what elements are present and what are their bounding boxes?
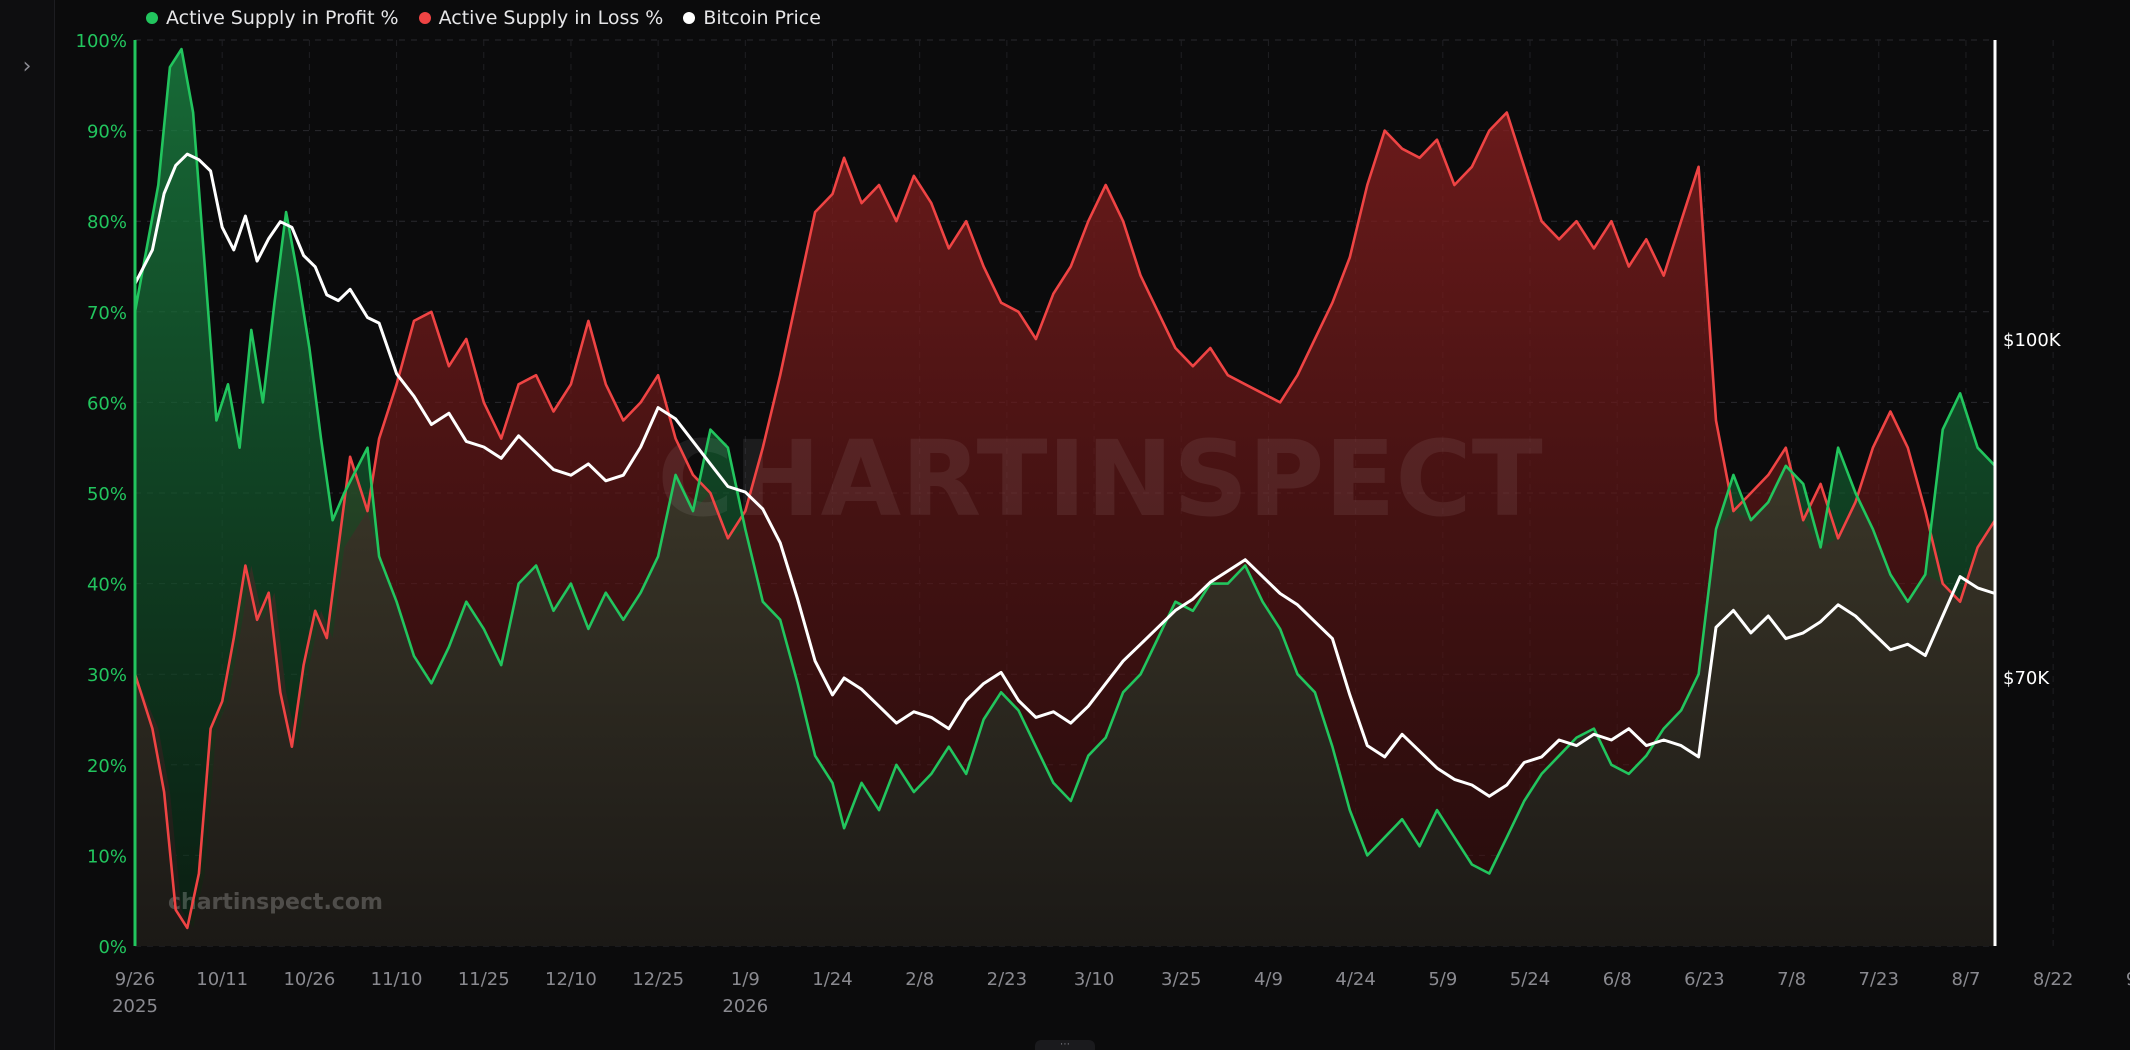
x-tick-label: 5/9 — [1428, 969, 1457, 990]
profit-line — [133, 47, 1996, 875]
legend-label-profit: Active Supply in Profit % — [166, 7, 399, 29]
legend-item-price[interactable]: Bitcoin Price — [683, 7, 821, 29]
legend-label-loss: Active Supply in Loss % — [438, 7, 664, 29]
x-tick-label: 11/25 — [458, 969, 510, 990]
x-tick-label: 8/22 — [2033, 969, 2073, 990]
y-tick-label: 80% — [87, 212, 127, 233]
legend-dot-loss — [418, 12, 431, 24]
x-tick-label: 4/24 — [1335, 969, 1375, 990]
x-tick-label: 3/10 — [1074, 969, 1114, 990]
x-tick-label: 7/23 — [1859, 969, 1899, 990]
x-year-label: 2026 — [722, 996, 768, 1017]
x-tick-label: 2/23 — [987, 969, 1027, 990]
legend-item-profit[interactable]: Active Supply in Profit % — [146, 7, 399, 29]
y-tick-label: 90% — [87, 122, 127, 143]
x-tick-label: 1/24 — [812, 969, 852, 990]
x-tick-label: 7/8 — [1777, 969, 1806, 990]
watermark-logo: CHARTINSPECT — [657, 418, 1542, 540]
x-tick-label: 6/8 — [1603, 969, 1632, 990]
x-tick-label: 5/24 — [1510, 969, 1550, 990]
x-tick-label: 8/7 — [1951, 969, 1980, 990]
chevron-right-icon[interactable]: › — [22, 54, 32, 79]
price-tick-label: $70K — [2003, 668, 2050, 689]
chart-legend: Active Supply in Profit % Active Supply … — [146, 4, 821, 32]
sidebar: › — [0, 0, 55, 1050]
price-tick-label: $100K — [2003, 330, 2062, 351]
x-tick-label: 9/26 — [115, 969, 155, 990]
x-tick-label: 1/9 — [731, 969, 760, 990]
y-tick-label: 60% — [87, 393, 127, 414]
y-tick-label: 0% — [98, 937, 127, 958]
y-tick-label: 20% — [87, 756, 127, 777]
x-tick-label: 10/26 — [283, 969, 335, 990]
x-tick-label: 11/10 — [371, 969, 423, 990]
y-tick-label: 40% — [87, 575, 127, 596]
y-tick-label: 100% — [76, 31, 127, 52]
drag-handle-icon[interactable]: ⋯ — [1035, 1040, 1095, 1050]
axis-layer: 0% 10% 20% 30% 40% 50% 60% 70% 80% 90% 100% 9/26 202… — [76, 31, 2130, 1017]
y-tick-label: 50% — [87, 484, 127, 505]
legend-label-price: Bitcoin Price — [703, 7, 821, 29]
x-tick-label: 12/25 — [632, 969, 684, 990]
x-tick-label: 2/8 — [905, 969, 934, 990]
legend-item-loss[interactable]: Active Supply in Loss % — [418, 7, 664, 29]
x-tick-label: 3/25 — [1161, 969, 1201, 990]
line-layer — [133, 47, 1997, 930]
legend-dot-price — [683, 12, 696, 24]
x-tick-label: 12/10 — [545, 969, 597, 990]
y-tick-label: 30% — [87, 665, 127, 686]
area-layer — [135, 49, 1995, 947]
watermark-url: chartinspect.com — [168, 890, 383, 915]
x-tick-label: 9/6 — [2126, 969, 2130, 990]
y-tick-label: 70% — [87, 303, 127, 324]
legend-dot-profit — [146, 12, 158, 24]
x-tick-label: 6/23 — [1684, 969, 1724, 990]
x-tick-label: 4/9 — [1254, 969, 1283, 990]
loss-line — [133, 111, 1997, 930]
price-line — [133, 152, 1996, 798]
x-year-label: 2025 — [112, 996, 158, 1017]
x-tick-label: 10/11 — [196, 969, 248, 990]
y-tick-label: 10% — [87, 846, 127, 867]
base-area — [135, 465, 1995, 946]
